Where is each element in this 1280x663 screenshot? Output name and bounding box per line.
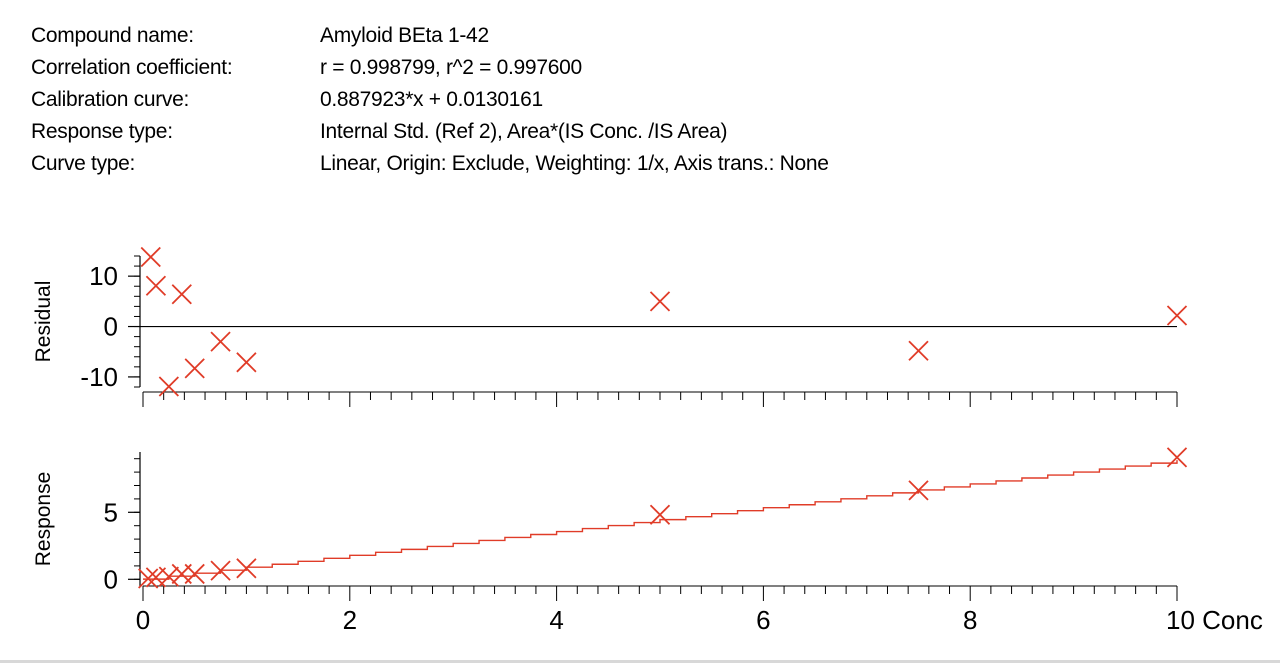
response-type-label: Response type:	[31, 120, 173, 143]
fit-line	[143, 460, 1178, 580]
x-tick-label: 0	[136, 605, 150, 635]
response-point	[184, 563, 205, 585]
compound-name-value: Amyloid BEta 1-42	[320, 24, 489, 47]
y-tick-label: 10	[89, 261, 118, 291]
x-tick-label: 10 Conc	[1166, 605, 1263, 635]
compound-name-label: Compound name:	[31, 24, 194, 47]
response-type-value: Internal Std. (Ref 2), Area*(IS Conc. /I…	[320, 120, 728, 143]
bottom-divider	[0, 660, 1280, 663]
residual-plot: -10 0 10 Residual	[32, 246, 1188, 407]
residual-point	[140, 246, 161, 268]
response-point	[210, 560, 231, 581]
y-tick-label: 0	[104, 312, 118, 342]
curve-type-label: Curve type:	[31, 152, 136, 175]
residual-point	[171, 284, 192, 305]
x-tick-label: 8	[963, 605, 977, 635]
x-tick-label: 6	[756, 605, 770, 635]
response-point	[158, 566, 179, 587]
calibration-value: 0.887923*x + 0.0130161	[320, 88, 543, 111]
residual-point	[210, 331, 231, 352]
response-point	[236, 558, 257, 579]
y-tick-label: 5	[104, 497, 118, 527]
correlation-value: r = 0.998799, r^2 = 0.997600	[320, 56, 582, 79]
residual-point	[158, 376, 179, 397]
residual-point	[184, 358, 205, 379]
x-tick-label: 2	[343, 605, 357, 635]
y-tick-label: -10	[80, 362, 118, 392]
response-point	[649, 504, 671, 525]
residual-point	[649, 291, 671, 312]
residual-point	[145, 275, 167, 296]
calibration-label: Calibration curve:	[31, 88, 190, 111]
response-point	[1166, 447, 1188, 468]
y-tick-label: 0	[104, 564, 118, 594]
y-axis-label: Residual	[32, 281, 55, 363]
curve-type-value: Linear, Origin: Exclude, Weighting: 1/x,…	[320, 152, 829, 175]
response-point	[908, 480, 929, 501]
response-plot: 0 5 0 2 4 6 8 10 Conc Response	[32, 447, 1263, 635]
correlation-label: Correlation coefficient:	[31, 56, 233, 79]
response-point	[138, 568, 159, 589]
residual-point	[236, 352, 257, 373]
residual-point	[908, 340, 929, 361]
residual-point	[1166, 305, 1188, 326]
y-axis-label: Response	[32, 472, 55, 567]
x-tick-label: 4	[549, 605, 563, 635]
